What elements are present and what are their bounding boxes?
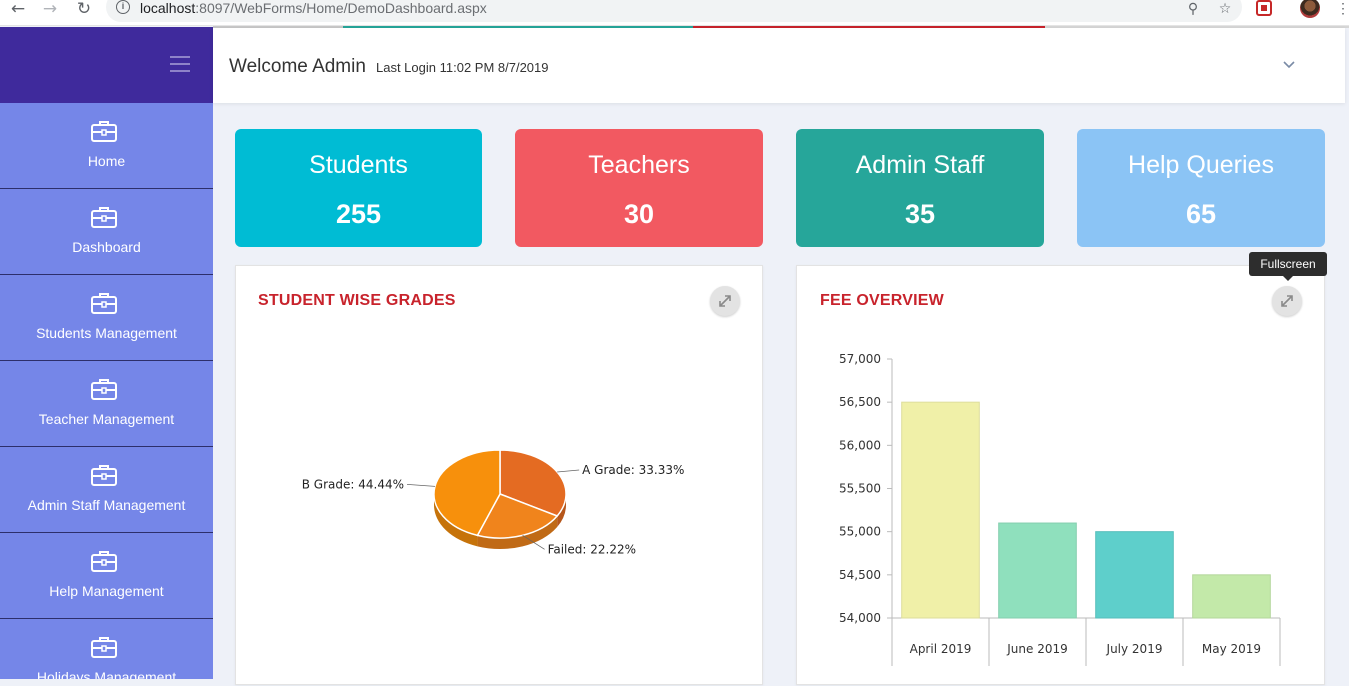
last-login-text: Last Login 11:02 PM 8/7/2019 — [376, 60, 549, 75]
briefcase-icon — [90, 635, 118, 659]
stat-title: Teachers — [588, 151, 690, 179]
sidebar-item-students-management[interactable]: Students Management — [0, 275, 213, 361]
pie-slice[interactable] — [499, 449, 567, 517]
y-tick-label: 56,500 — [839, 395, 881, 409]
stat-title: Admin Staff — [855, 151, 985, 179]
sidebar-item-admin-staff-management[interactable]: Admin Staff Management — [0, 447, 213, 533]
stat-value: 35 — [904, 199, 936, 229]
x-tick-label: May 2019 — [1202, 642, 1261, 656]
stat-value: 255 — [335, 199, 382, 229]
zoom-icon[interactable]: ⚲ — [1187, 1, 1199, 17]
pie-label: A Grade: 33.33% — [582, 463, 684, 477]
students-stat-card[interactable]: Students 255 — [235, 129, 482, 247]
teachers-stat-card[interactable]: Teachers 30 — [515, 129, 763, 247]
back-arrow-icon[interactable]: ← — [10, 0, 26, 19]
top-header: Welcome Admin Last Login 11:02 PM 8/7/20… — [213, 28, 1345, 103]
extension-icon[interactable] — [1256, 0, 1272, 16]
expand-icon — [1281, 295, 1293, 307]
sidebar-item-teacher-management[interactable]: Teacher Management — [0, 361, 213, 447]
fee-bar[interactable] — [1192, 574, 1271, 619]
briefcase-icon — [90, 463, 118, 487]
sidebar-item-dashboard[interactable]: Dashboard — [0, 189, 213, 275]
stat-title: Students — [309, 151, 408, 179]
briefcase-icon — [90, 291, 118, 315]
y-tick-label: 57,000 — [839, 352, 881, 366]
admin-staff-stat-card[interactable]: Admin Staff 35 — [796, 129, 1044, 247]
fee-bar[interactable] — [998, 522, 1077, 619]
profile-avatar[interactable] — [1300, 0, 1320, 18]
loading-stripe-light — [1045, 26, 1349, 28]
sidebar-nav: Home Dashboard Students Management Teacher … — [0, 103, 213, 679]
url-path: :8097/WebForms/Home/DemoDashboard.aspx — [195, 0, 487, 16]
sidebar: Home Dashboard Students Management Teacher … — [0, 27, 213, 679]
more-vert-icon[interactable]: ⋮ — [1336, 0, 1349, 16]
reload-icon[interactable]: ↻ — [76, 0, 92, 19]
briefcase-icon — [90, 119, 118, 143]
url-text[interactable]: localhost:8097/WebForms/Home/DemoDashboa… — [140, 0, 487, 16]
pie-slice-side — [477, 516, 558, 549]
sidebar-item-home[interactable]: Home — [0, 103, 213, 189]
y-tick-label: 54,000 — [839, 611, 881, 625]
welcome-text: Welcome Admin — [229, 56, 366, 77]
hamburger-menu-icon[interactable] — [170, 56, 190, 72]
sidebar-header — [0, 27, 213, 103]
sidebar-item-label: Holidays Management — [36, 669, 177, 679]
y-tick-label: 56,000 — [839, 438, 881, 452]
loading-stripe-gray — [213, 26, 343, 28]
pie-slice-side — [434, 494, 478, 547]
stat-value: 65 — [1185, 199, 1217, 229]
sidebar-item-holidays-management[interactable]: Holidays Management — [0, 619, 213, 679]
x-tick-label: July 2019 — [1106, 642, 1163, 656]
sidebar-item-help-management[interactable]: Help Management — [0, 533, 213, 619]
address-bar[interactable] — [106, 0, 1242, 22]
stat-title: Help Queries — [1128, 151, 1274, 179]
pie-label-leader — [557, 469, 580, 473]
briefcase-icon — [90, 205, 118, 229]
briefcase-icon — [90, 377, 118, 401]
loading-stripe-teal — [343, 26, 693, 28]
pie-slice[interactable] — [433, 449, 501, 537]
sidebar-item-label: Admin Staff Management — [27, 497, 186, 513]
pie-slice[interactable] — [476, 493, 559, 539]
pie-label-leader — [406, 483, 436, 487]
sidebar-item-label: Home — [87, 153, 126, 169]
fee-bar[interactable] — [901, 401, 980, 619]
pie-label: B Grade: 44.44% — [302, 477, 404, 491]
chevron-down-icon[interactable] — [1281, 58, 1297, 72]
fullscreen-button[interactable] — [1272, 286, 1302, 316]
panel-title: FEE OVERVIEW — [820, 292, 944, 309]
fee-bar[interactable] — [1095, 531, 1174, 619]
student-grades-panel: STUDENT WISE GRADES A Grade: 33.33% Faile… — [235, 265, 763, 685]
y-tick-label: 55,500 — [839, 482, 881, 496]
sidebar-item-label: Dashboard — [72, 239, 141, 255]
briefcase-icon — [90, 549, 118, 573]
y-tick-label: 55,000 — [839, 525, 881, 539]
site-info-icon[interactable]: i — [116, 0, 130, 14]
help-queries-stat-card[interactable]: Help Queries 65 — [1077, 129, 1325, 247]
pie-label-leader — [522, 535, 545, 550]
y-tick-label: 54,500 — [839, 568, 881, 582]
stat-value: 30 — [623, 199, 655, 229]
fee-bar-chart: 54,000 54,500 55,000 55,500 56,000 56,500 57,0… — [839, 352, 1281, 666]
x-tick-label: April 2019 — [910, 642, 972, 656]
grades-pie-chart: A Grade: 33.33% Failed: 22.22% B Grade: 44… — [302, 449, 684, 556]
pie-label: Failed: 22.22% — [548, 542, 636, 556]
url-host: localhost — [140, 0, 196, 16]
sidebar-item-label: Help Management — [49, 583, 164, 599]
loading-stripe-red — [693, 26, 1045, 28]
fullscreen-button[interactable] — [710, 286, 740, 316]
star-icon[interactable]: ☆ — [1218, 1, 1232, 17]
forward-arrow-icon[interactable]: → — [42, 0, 58, 19]
browser-toolbar: ← → ↻ i localhost:8097/WebForms/Home/Dem… — [0, 0, 1349, 26]
sidebar-item-label: Students Management — [36, 325, 177, 341]
fullscreen-tooltip: Fullscreen — [1249, 252, 1327, 281]
panel-title: STUDENT WISE GRADES — [258, 292, 456, 309]
x-tick-label: June 2019 — [1006, 642, 1068, 656]
sidebar-item-label: Teacher Management — [38, 411, 175, 427]
expand-icon — [719, 295, 731, 307]
fee-overview-panel: FEE OVERVIEW 54,000 54,500 55,000 55,500 56,… — [796, 265, 1325, 685]
